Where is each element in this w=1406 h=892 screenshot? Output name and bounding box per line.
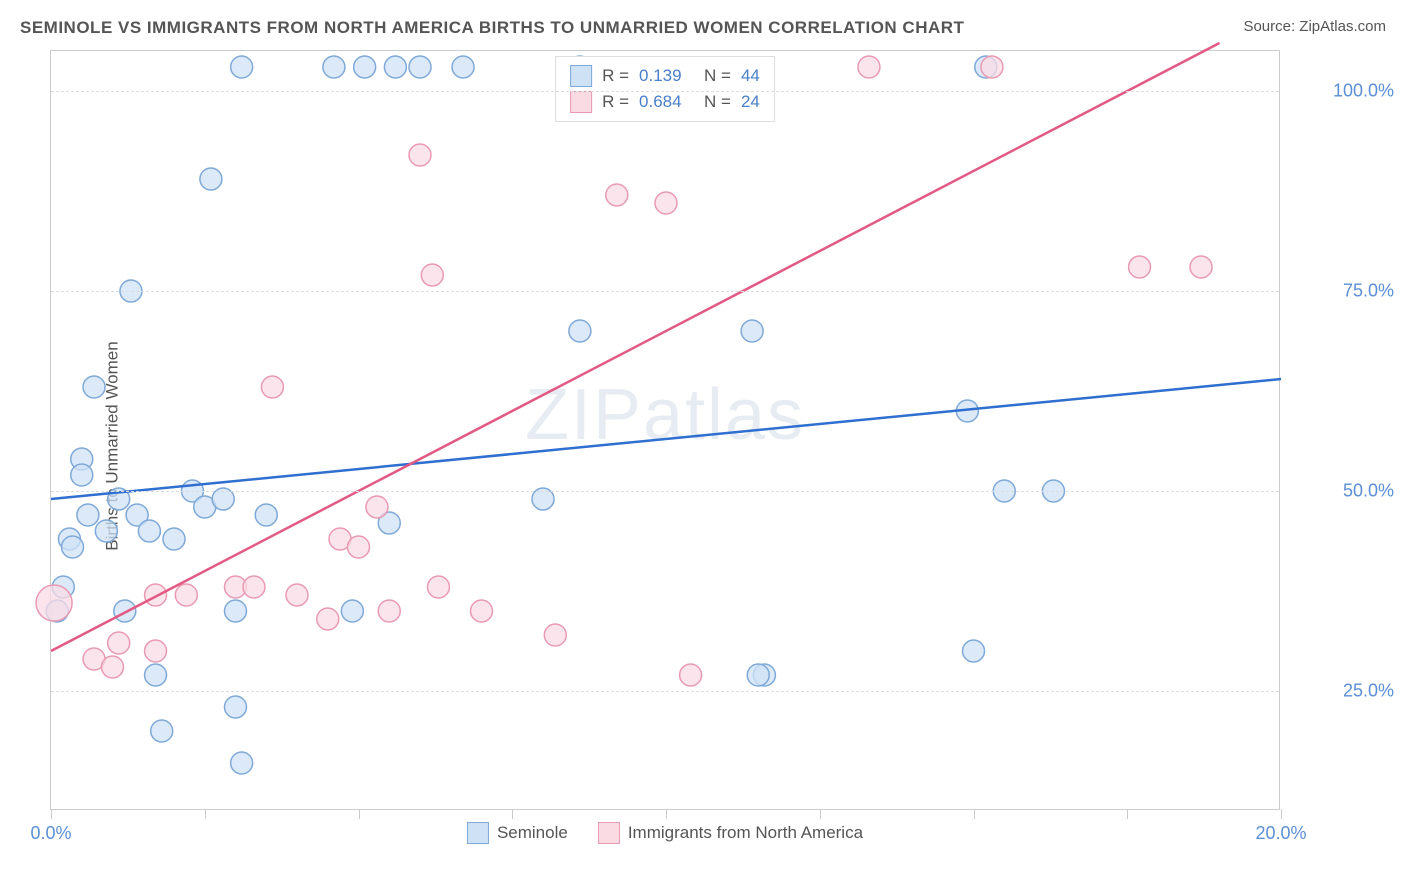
x-tick xyxy=(512,809,513,819)
data-point xyxy=(231,752,253,774)
data-point xyxy=(62,536,84,558)
data-point xyxy=(225,600,247,622)
data-point xyxy=(1190,256,1212,278)
data-point xyxy=(77,504,99,526)
data-point xyxy=(378,600,400,622)
data-point xyxy=(384,56,406,78)
data-point xyxy=(225,696,247,718)
legend-swatch xyxy=(467,822,489,844)
legend-n-label: N = xyxy=(704,66,731,86)
x-tick xyxy=(1281,809,1282,819)
x-tick xyxy=(359,809,360,819)
data-point xyxy=(354,56,376,78)
x-tick xyxy=(51,809,52,819)
y-tick-label: 25.0% xyxy=(1294,681,1394,702)
scatter-svg xyxy=(51,51,1279,809)
data-point xyxy=(471,600,493,622)
trend-line xyxy=(51,43,1220,651)
data-point xyxy=(145,640,167,662)
legend-n-value: 24 xyxy=(741,92,760,112)
legend-row: R = 0.684 N = 24 xyxy=(570,89,760,115)
legend-r-label: R = xyxy=(602,66,629,86)
data-point xyxy=(255,504,277,526)
data-point xyxy=(606,184,628,206)
y-tick-label: 75.0% xyxy=(1294,281,1394,302)
x-tick-label: 0.0% xyxy=(30,823,71,844)
data-point xyxy=(348,536,370,558)
legend-swatch xyxy=(570,65,592,87)
y-tick-label: 50.0% xyxy=(1294,481,1394,502)
legend-series-name: Seminole xyxy=(497,823,568,843)
x-tick xyxy=(974,809,975,819)
data-point xyxy=(261,376,283,398)
x-tick xyxy=(666,809,667,819)
gridline xyxy=(51,291,1279,292)
data-point xyxy=(963,640,985,662)
trend-line xyxy=(51,379,1281,499)
data-point xyxy=(108,632,130,654)
legend-n-label: N = xyxy=(704,92,731,112)
data-point xyxy=(1129,256,1151,278)
data-point xyxy=(286,584,308,606)
legend-row: R = 0.139 N = 44 xyxy=(570,63,760,89)
plot-area: ZIPatlas R =0.139N =44R =0.684N =24 Semi… xyxy=(50,50,1280,810)
data-point xyxy=(145,584,167,606)
legend-r-value: 0.684 xyxy=(639,92,694,112)
data-point xyxy=(366,496,388,518)
legend-item: Immigrants from North America xyxy=(598,822,863,844)
data-point xyxy=(83,376,105,398)
data-point xyxy=(427,576,449,598)
data-point xyxy=(114,600,136,622)
chart-title: SEMINOLE VS IMMIGRANTS FROM NORTH AMERIC… xyxy=(20,18,964,37)
data-point xyxy=(200,168,222,190)
data-point xyxy=(71,464,93,486)
data-point xyxy=(341,600,363,622)
series-legend: Seminole Immigrants from North America xyxy=(467,822,863,844)
data-point xyxy=(680,664,702,686)
data-point xyxy=(858,56,880,78)
legend-series-name: Immigrants from North America xyxy=(628,823,863,843)
source-label: Source: ZipAtlas.com xyxy=(1243,18,1386,35)
gridline xyxy=(51,91,1279,92)
data-point xyxy=(655,192,677,214)
legend-n-value: 44 xyxy=(741,66,760,86)
legend-item: Seminole xyxy=(467,822,568,844)
correlation-legend: R = 0.139 N = 44 R = 0.684 N = 24 xyxy=(555,56,775,122)
x-tick xyxy=(820,809,821,819)
x-tick xyxy=(205,809,206,819)
data-point xyxy=(231,56,253,78)
legend-swatch xyxy=(570,91,592,113)
data-point xyxy=(544,624,566,646)
x-tick xyxy=(1127,809,1128,819)
data-point xyxy=(747,664,769,686)
data-point xyxy=(452,56,474,78)
data-point xyxy=(138,520,160,542)
y-tick-label: 100.0% xyxy=(1294,81,1394,102)
data-point xyxy=(409,56,431,78)
data-point xyxy=(243,576,265,598)
data-point xyxy=(741,320,763,342)
data-point xyxy=(102,656,124,678)
data-point xyxy=(145,664,167,686)
data-point xyxy=(163,528,185,550)
data-point xyxy=(569,320,591,342)
legend-r-label: R = xyxy=(602,92,629,112)
data-point xyxy=(323,56,345,78)
gridline xyxy=(51,691,1279,692)
data-point xyxy=(36,585,72,621)
legend-swatch xyxy=(598,822,620,844)
data-point xyxy=(175,584,197,606)
data-point xyxy=(409,144,431,166)
data-point xyxy=(317,608,339,630)
data-point xyxy=(981,56,1003,78)
gridline xyxy=(51,491,1279,492)
data-point xyxy=(151,720,173,742)
data-point xyxy=(95,520,117,542)
x-tick-label: 20.0% xyxy=(1255,823,1306,844)
legend-r-value: 0.139 xyxy=(639,66,694,86)
data-point xyxy=(421,264,443,286)
